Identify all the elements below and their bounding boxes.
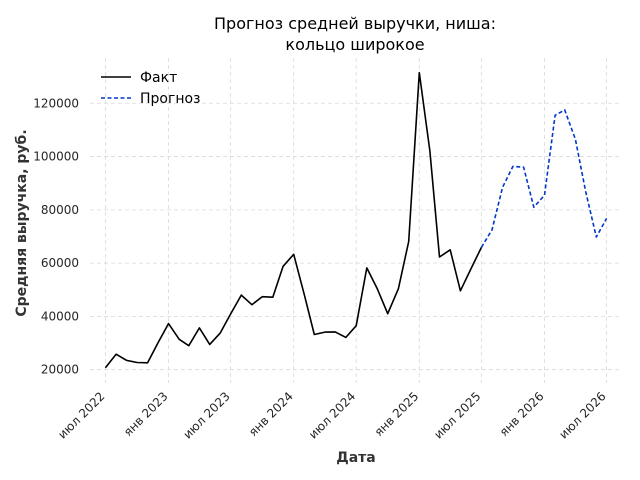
- legend-label-forecast: Прогноз: [140, 91, 201, 107]
- y-tick-label: 80000: [41, 203, 79, 217]
- legend-label-fact: Факт: [140, 70, 177, 86]
- series-line-forecast: [480, 109, 608, 248]
- grid: [90, 58, 622, 383]
- y-tick-label: 20000: [41, 363, 79, 377]
- x-tick-label: июл 2023: [180, 389, 232, 441]
- y-tick-label: 60000: [41, 256, 79, 270]
- legend: Факт Прогноз: [101, 70, 201, 107]
- x-tick-label: июл 2022: [55, 389, 107, 441]
- y-tick-label: 120000: [33, 96, 79, 110]
- x-tick-label: янв 2024: [246, 389, 296, 439]
- chart-title-line-2: кольцо широкое: [285, 35, 424, 54]
- x-tick-label: янв 2023: [121, 389, 171, 439]
- series-lines: [104, 71, 608, 369]
- x-tick-label: июл 2024: [306, 389, 358, 441]
- x-tick-label: янв 2025: [372, 389, 422, 439]
- x-tick-label: июл 2026: [556, 389, 608, 441]
- x-tick-label: июл 2025: [431, 389, 483, 441]
- y-tick-label: 40000: [41, 309, 79, 323]
- series-line-fact: [104, 71, 483, 369]
- x-tick-label: янв 2026: [497, 389, 547, 439]
- y-axis-label: Средняя выручка, руб.: [14, 129, 30, 316]
- y-tick-label: 100000: [33, 150, 79, 164]
- tick-labels: 20000 40000 60000 80000 100000 120000 июл 2022…: [33, 96, 608, 441]
- x-axis-label: Дата: [336, 450, 375, 466]
- chart-title-line-1: Прогноз средней выручки, ниша:: [214, 14, 496, 33]
